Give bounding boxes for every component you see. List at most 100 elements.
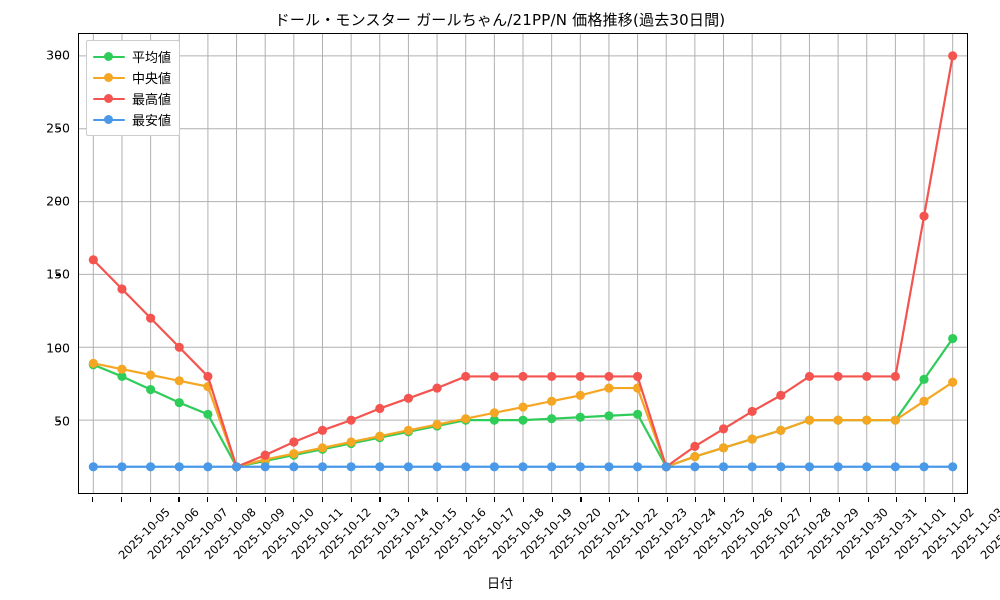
x-tick-mark <box>896 497 898 502</box>
y-tick-mark <box>56 347 61 349</box>
data-point <box>747 462 757 472</box>
legend-item-1[interactable]: 中央値 <box>93 67 171 88</box>
data-point <box>804 415 815 425</box>
data-point <box>547 396 557 406</box>
data-point <box>346 437 356 447</box>
data-point <box>575 371 585 382</box>
data-point <box>890 415 900 425</box>
data-point <box>375 403 385 414</box>
data-point <box>862 371 872 382</box>
x-tick-mark <box>695 497 697 502</box>
data-point <box>317 425 328 435</box>
data-point <box>146 370 156 380</box>
data-point <box>718 443 729 453</box>
data-point <box>890 462 900 472</box>
data-point <box>547 371 557 382</box>
data-point <box>518 415 528 425</box>
x-tick-mark <box>149 497 151 502</box>
data-point <box>890 371 900 382</box>
data-point <box>804 462 815 472</box>
data-point <box>948 51 958 61</box>
data-point <box>575 412 585 422</box>
data-point <box>403 462 414 472</box>
x-tick-mark <box>523 497 525 502</box>
legend-swatch-icon <box>93 71 125 85</box>
y-tick-mark <box>56 54 61 57</box>
x-tick-mark <box>609 497 611 502</box>
data-point <box>518 462 528 472</box>
x-axis-tick-labels: 2025-10-05 2025-10-06 2025-10-07 2025-10-08… <box>78 497 1000 597</box>
data-point <box>88 358 98 368</box>
data-point <box>146 462 156 472</box>
data-point <box>174 462 184 472</box>
data-point <box>461 371 471 382</box>
y-tick-label: 50 <box>54 413 70 429</box>
data-point <box>833 415 843 425</box>
data-point <box>948 377 958 387</box>
data-point <box>547 414 557 424</box>
data-point <box>289 437 299 447</box>
legend-item-3[interactable]: 最安値 <box>93 109 171 130</box>
data-point <box>575 462 585 472</box>
data-point <box>117 462 127 472</box>
y-axis-tick-labels: 50 100 150 200 250 300 <box>18 33 70 494</box>
data-point <box>375 431 385 441</box>
data-point <box>317 462 328 472</box>
x-tick-mark <box>350 497 352 502</box>
data-point <box>776 425 786 435</box>
data-point <box>174 342 184 352</box>
data-point <box>661 462 671 472</box>
data-point <box>575 390 585 400</box>
data-point <box>346 415 356 425</box>
x-tick-mark <box>551 497 553 502</box>
data-point <box>289 462 299 472</box>
y-tick-mark <box>56 201 61 203</box>
data-point <box>518 402 528 412</box>
x-tick-mark <box>322 497 324 502</box>
x-tick-mark <box>121 497 123 502</box>
data-point <box>948 462 958 472</box>
data-point <box>117 364 127 374</box>
legend-item-0[interactable]: 平均値 <box>93 46 171 67</box>
legend-item-2[interactable]: 最高値 <box>93 88 171 109</box>
x-tick-mark <box>436 497 438 502</box>
data-point <box>604 383 614 393</box>
x-tick-mark <box>408 497 410 502</box>
data-point <box>117 284 127 294</box>
data-point <box>948 333 958 344</box>
data-point <box>518 371 528 382</box>
data-point <box>346 462 356 472</box>
data-point <box>289 449 299 459</box>
data-point <box>461 462 471 472</box>
data-point <box>260 450 270 460</box>
legend-label: 最安値 <box>132 114 172 129</box>
data-point <box>919 396 929 406</box>
data-point <box>632 462 643 472</box>
x-tick-mark <box>924 497 927 502</box>
data-point <box>919 211 929 221</box>
data-point <box>317 443 328 453</box>
y-tick-mark <box>56 420 61 422</box>
x-tick-mark <box>235 497 237 502</box>
page-title: ドール・モンスター ガールちゃん/21PP/N 価格推移(過去30日間) <box>274 11 726 29</box>
y-tick-mark <box>56 274 61 276</box>
data-point <box>403 393 414 403</box>
data-point <box>203 462 213 472</box>
data-point <box>604 462 614 472</box>
data-point <box>632 409 643 419</box>
data-point <box>547 462 557 472</box>
y-tick-mark <box>56 128 61 130</box>
x-tick-mark <box>379 497 381 502</box>
data-point <box>747 406 757 416</box>
data-point <box>432 383 442 393</box>
legend-swatch-icon <box>93 92 125 106</box>
data-point <box>604 411 614 421</box>
x-tick-mark <box>207 497 209 502</box>
x-tick-mark <box>637 497 639 502</box>
data-point <box>690 462 700 472</box>
data-point <box>203 409 213 419</box>
data-point <box>432 462 442 472</box>
x-axis-label: 日付 <box>486 577 513 592</box>
data-point <box>632 371 643 382</box>
